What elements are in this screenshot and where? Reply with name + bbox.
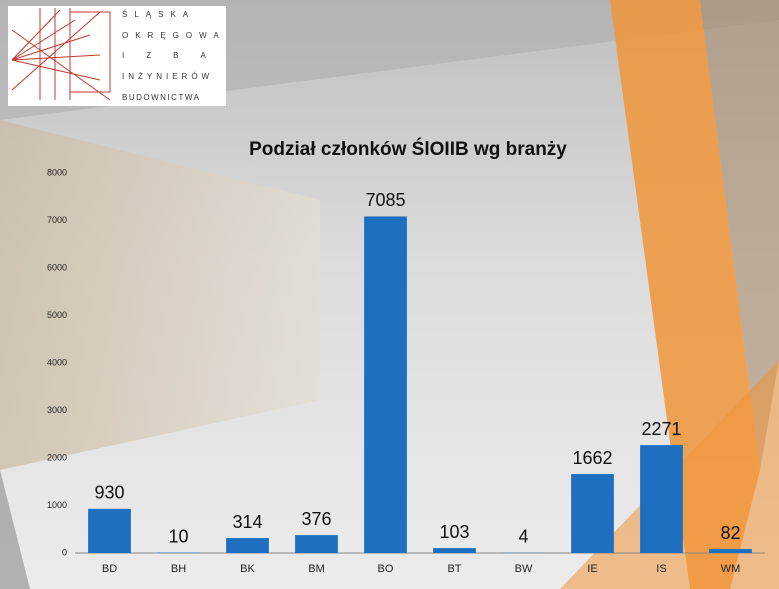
value-label: 1662 [572, 448, 612, 468]
brown-band [700, 0, 779, 470]
logo-text: IZBA [122, 51, 228, 60]
x-tick-label: BD [102, 563, 117, 575]
value-label: 2271 [641, 419, 681, 439]
bar [709, 549, 752, 553]
value-label: 82 [720, 523, 740, 543]
logo-text: BUDOWNICTWA [122, 93, 200, 102]
x-tick-label: BO [378, 563, 394, 575]
value-label: 376 [301, 509, 331, 529]
bar [295, 535, 338, 553]
y-tick-label: 7000 [47, 215, 67, 225]
bar [640, 445, 683, 553]
y-tick-label: 3000 [47, 405, 67, 415]
x-tick-label: BT [447, 563, 461, 575]
y-tick-label: 4000 [47, 357, 67, 367]
wall [0, 120, 320, 470]
bar [226, 538, 269, 553]
x-tick-label: BW [515, 563, 533, 575]
bar [571, 474, 614, 553]
logo-frame [69, 11, 111, 93]
logo-text: OKRĘGOWA [122, 31, 226, 40]
value-label: 4 [518, 527, 528, 547]
logo-text: INŻYNIERÓW [122, 72, 213, 81]
x-tick-label: IE [587, 563, 597, 575]
bar [364, 216, 407, 553]
y-tick-label: 8000 [47, 167, 67, 177]
y-tick-label: 5000 [47, 310, 67, 320]
logo-box [8, 6, 226, 106]
bar [88, 508, 131, 553]
corner [0, 470, 30, 589]
value-label: 314 [232, 512, 262, 532]
y-tick-label: 2000 [47, 452, 67, 462]
bar [433, 548, 476, 553]
x-tick-label: IS [656, 563, 666, 575]
value-label: 930 [94, 483, 124, 503]
x-tick-label: BK [240, 563, 255, 575]
value-label: 103 [439, 522, 469, 542]
x-tick-label: BH [171, 563, 186, 575]
chart-title: Podział członków ŚlOIIB wg branży [249, 138, 567, 160]
x-tick-label: BM [308, 563, 325, 575]
logo: ŚLĄSKA OKRĘGOWA IZBA INŻYNIERÓW BUDOWNIC… [8, 6, 228, 106]
y-tick-label: 6000 [47, 262, 67, 272]
x-tick-label: WM [721, 563, 741, 575]
y-tick-label: 0 [62, 547, 67, 557]
value-label: 10 [168, 526, 188, 546]
logo-text: ŚLĄSKA [122, 10, 195, 19]
value-label: 7085 [365, 190, 405, 210]
y-tick-label: 1000 [47, 500, 67, 510]
